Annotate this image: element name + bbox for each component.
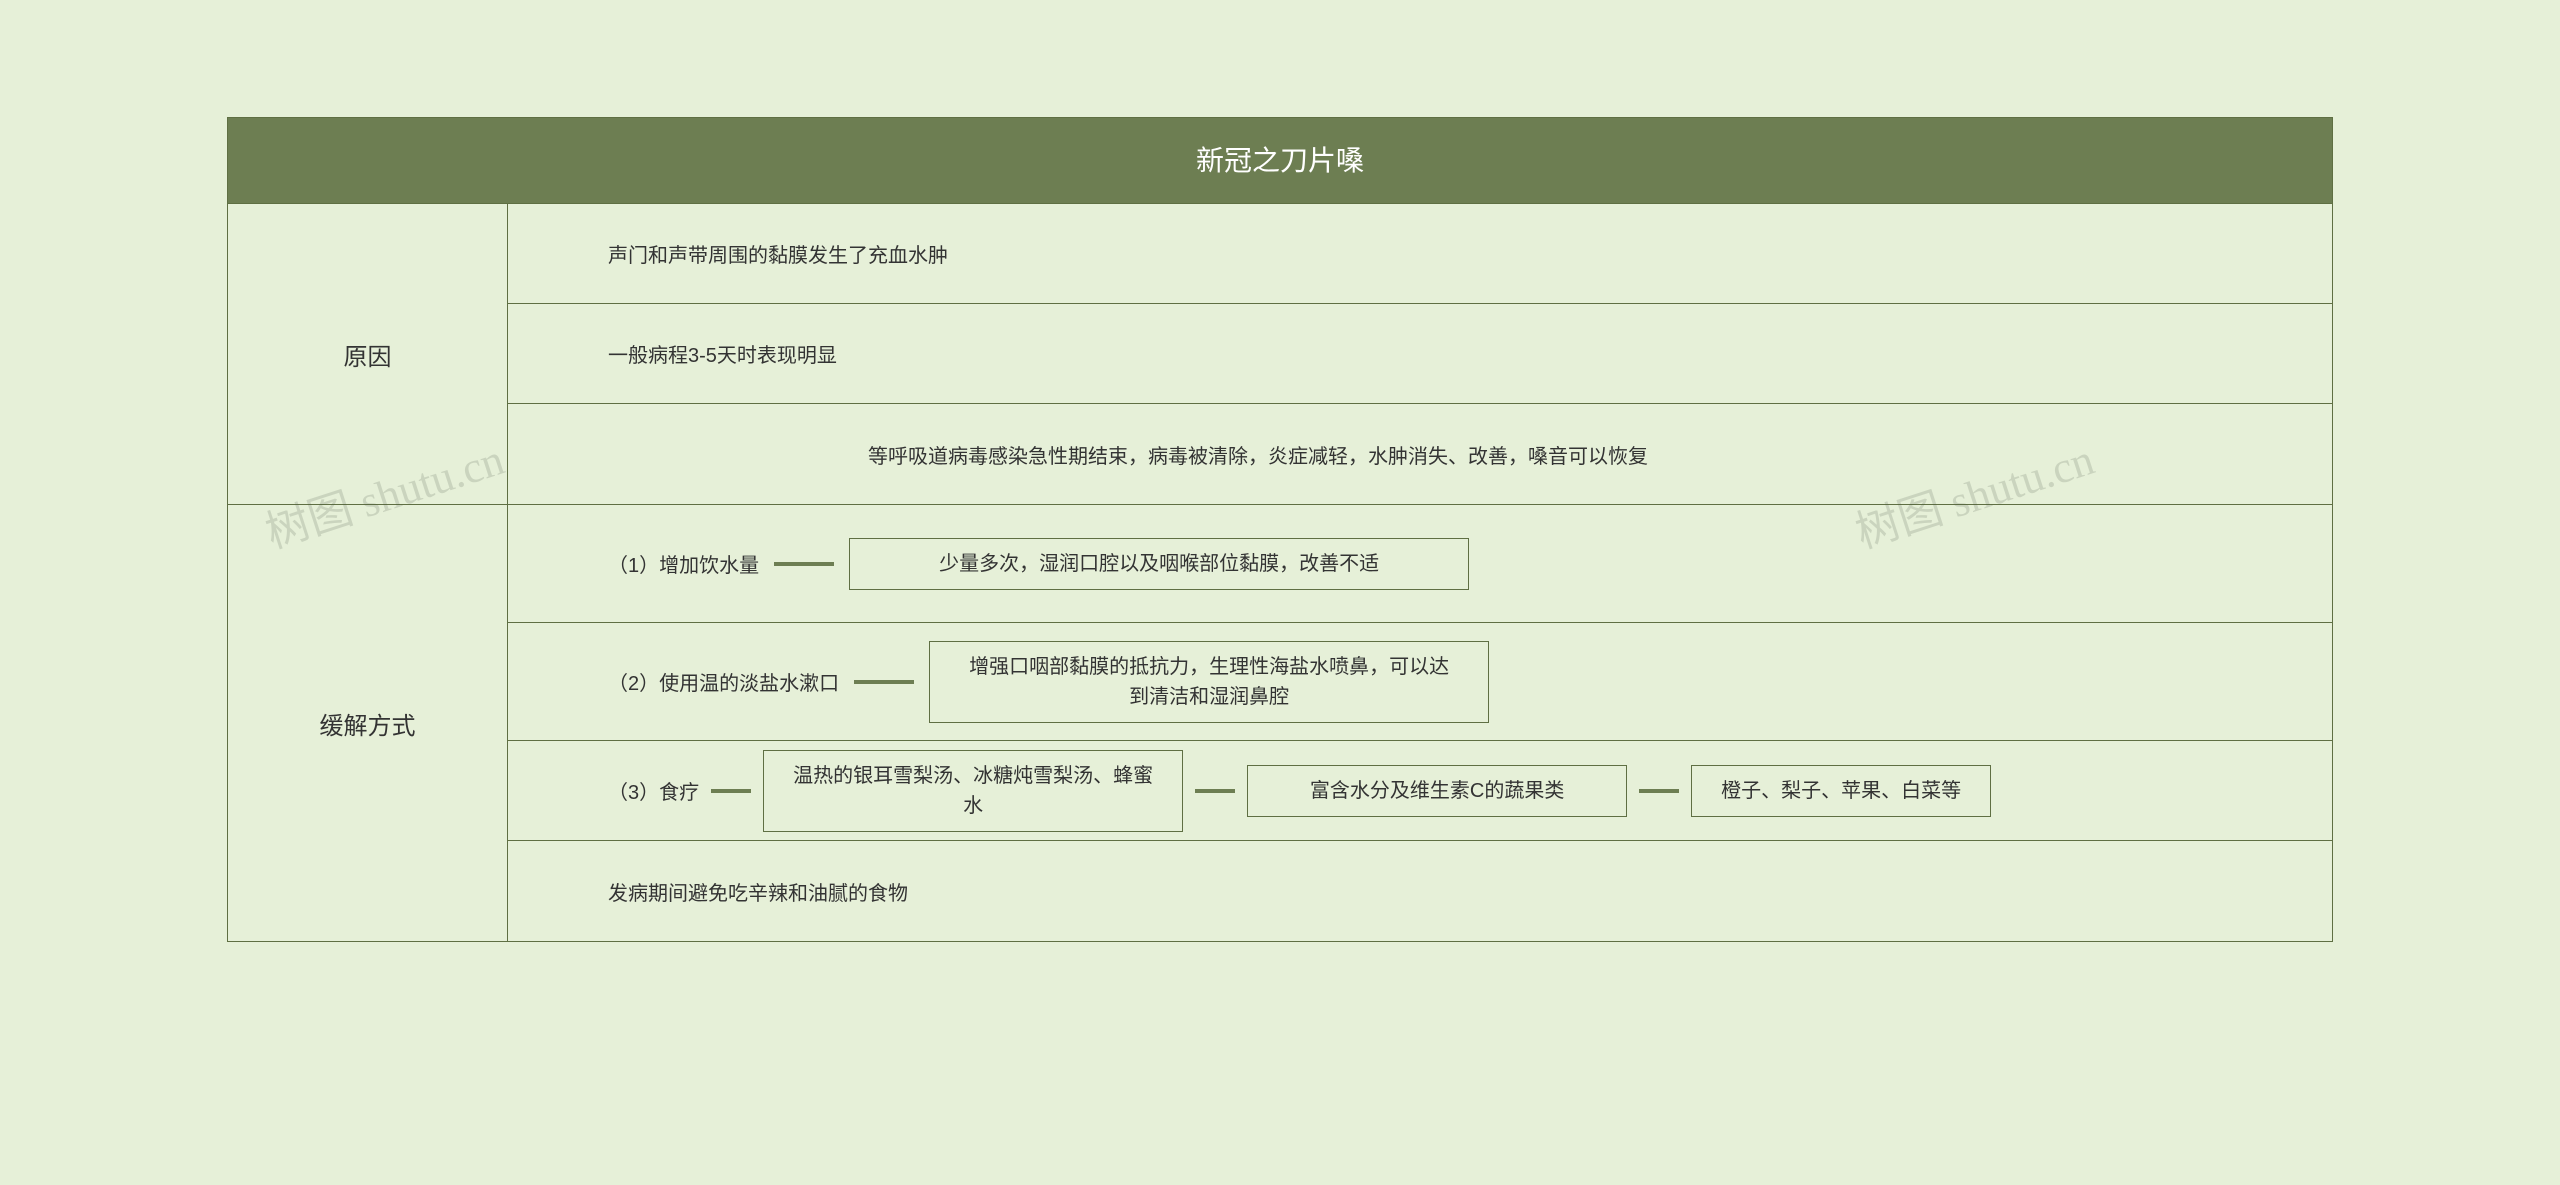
row-cell: 发病期间避免吃辛辣和油腻的食物 <box>508 841 2332 941</box>
cell-text: 声门和声带周围的黏膜发生了充血水肿 <box>608 239 948 268</box>
cell-text: 一般病程3-5天时表现明显 <box>608 339 837 368</box>
section-content: 声门和声带周围的黏膜发生了充血水肿一般病程3-5天时表现明显等呼吸道病毒感染急性… <box>508 204 2332 504</box>
chain-box: 橙子、梨子、苹果、白菜等 <box>1691 765 1991 817</box>
cell-text: 发病期间避免吃辛辣和油腻的食物 <box>608 877 908 906</box>
chain-label: （2）使用温的淡盐水漱口 <box>608 667 839 696</box>
connector-line <box>1639 789 1679 793</box>
row-cell: 一般病程3-5天时表现明显 <box>508 304 2332 404</box>
section-label: 原因 <box>228 204 508 504</box>
cell-text: 等呼吸道病毒感染急性期结束，病毒被清除，炎症减轻，水肿消失、改善，嗓音可以恢复 <box>868 440 1648 469</box>
chain-box: 少量多次，湿润口腔以及咽喉部位黏膜，改善不适 <box>849 538 1469 590</box>
section: 缓解方式 （1）增加饮水量 少量多次，湿润口腔以及咽喉部位黏膜，改善不适 （2）使用温… <box>228 505 2332 941</box>
diagram-body: 原因声门和声带周围的黏膜发生了充血水肿一般病程3-5天时表现明显等呼吸道病毒感染… <box>228 204 2332 941</box>
chain-label: （1）增加饮水量 <box>608 549 759 578</box>
connector-line <box>1195 789 1235 793</box>
connector-line <box>854 680 914 684</box>
diagram-title: 新冠之刀片嗓 <box>228 118 2332 204</box>
chain-label: （3）食疗 <box>608 776 699 805</box>
diagram-container: 新冠之刀片嗓 原因声门和声带周围的黏膜发生了充血水肿一般病程3-5天时表现明显等… <box>227 117 2333 942</box>
section-content: （1）增加饮水量 少量多次，湿润口腔以及咽喉部位黏膜，改善不适 （2）使用温的淡盐水… <box>508 505 2332 941</box>
section-label: 缓解方式 <box>228 505 508 941</box>
row-cell: （1）增加饮水量 少量多次，湿润口腔以及咽喉部位黏膜，改善不适 <box>508 505 2332 623</box>
chain-box: 富含水分及维生素C的蔬果类 <box>1247 765 1627 817</box>
connector-line <box>774 562 834 566</box>
section: 原因声门和声带周围的黏膜发生了充血水肿一般病程3-5天时表现明显等呼吸道病毒感染… <box>228 204 2332 505</box>
row-cell: （3）食疗 温热的银耳雪梨汤、冰糖炖雪梨汤、蜂蜜水 富含水分及维生素C的蔬果类 橙子、… <box>508 741 2332 841</box>
row-cell: 声门和声带周围的黏膜发生了充血水肿 <box>508 204 2332 304</box>
chain-box: 增强口咽部黏膜的抵抗力，生理性海盐水喷鼻，可以达到清洁和湿润鼻腔 <box>929 641 1489 723</box>
chain-box: 温热的银耳雪梨汤、冰糖炖雪梨汤、蜂蜜水 <box>763 750 1183 832</box>
row-cell: （2）使用温的淡盐水漱口 增强口咽部黏膜的抵抗力，生理性海盐水喷鼻，可以达到清洁和… <box>508 623 2332 741</box>
row-cell: 等呼吸道病毒感染急性期结束，病毒被清除，炎症减轻，水肿消失、改善，嗓音可以恢复 <box>508 404 2332 504</box>
connector-line <box>711 789 751 793</box>
